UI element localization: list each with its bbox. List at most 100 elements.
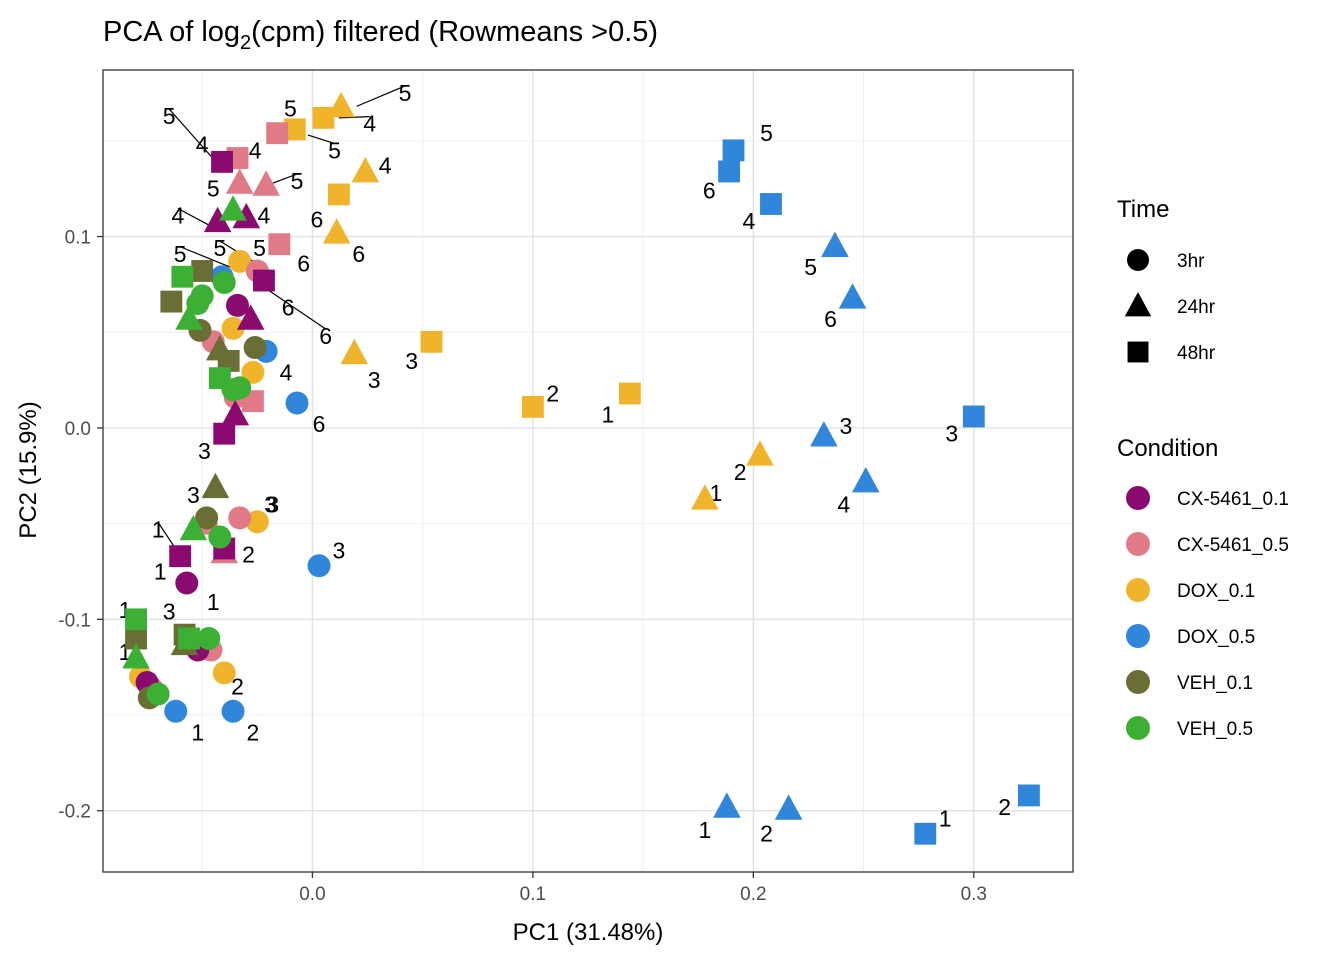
point-label: 3 <box>187 482 200 508</box>
data-point-dox-0-5-48hr <box>722 139 745 162</box>
point-label: 6 <box>824 306 837 332</box>
legend-condition-label: VEH_0.5 <box>1177 719 1253 740</box>
point-label: 4 <box>249 137 262 163</box>
data-point-dox-0-5-48hr <box>760 193 782 215</box>
data-point-cx-5461-0-1-48hr <box>253 269 275 292</box>
chart-title-subscript: 2 <box>240 32 251 54</box>
legend-time-label: 24hr <box>1177 297 1216 318</box>
data-point-cx-5461-0-1-24hr <box>203 206 232 233</box>
data-point-dox-0-1-3hr <box>241 360 265 384</box>
data-point-veh-0-1-3hr <box>243 336 267 360</box>
point-label: 5 <box>328 137 341 163</box>
data-point-cx-5461-0-1-24hr <box>236 304 265 330</box>
point-label: 1 <box>601 402 614 428</box>
point-label: 2 <box>242 541 255 567</box>
point-label: 3 <box>198 438 211 464</box>
data-point-dox-0-5-48hr <box>718 160 741 183</box>
data-point-dox-0-1-48hr <box>420 330 443 353</box>
data-point-dox-0-5-48hr <box>962 405 985 428</box>
data-point-dox-0-1-24hr <box>322 218 351 244</box>
point-label: 5 <box>804 254 817 280</box>
data-point-dox-0-5-24hr <box>810 421 838 447</box>
point-label: 4 <box>743 208 756 234</box>
point-label: 6 <box>319 323 332 349</box>
legend-condition-title: Condition <box>1117 435 1218 462</box>
legend-key-veh-0-5 <box>1126 716 1150 740</box>
y-tick-label: 0.0 <box>65 419 91 440</box>
point-label: 5 <box>213 235 226 261</box>
data-point-veh-0-1-48hr <box>160 290 183 313</box>
point-label: 4 <box>363 111 376 137</box>
point-label: 6 <box>703 178 716 204</box>
point-label: 1 <box>207 589 220 615</box>
point-label: 2 <box>247 719 260 745</box>
data-point-veh-0-5-3hr <box>146 682 170 706</box>
x-axis-title: PC1 (31.48%) <box>513 919 664 946</box>
point-label: 1 <box>698 817 711 843</box>
data-point-dox-0-1-3hr <box>228 249 252 273</box>
legend-time-label: 3hr <box>1177 251 1205 272</box>
data-point-cx-5461-0-5-3hr <box>228 506 252 530</box>
data-point-cx-5461-0-1-24hr <box>221 400 250 426</box>
data-point-veh-0-5-48hr <box>125 608 147 631</box>
label-leader-line <box>356 85 406 107</box>
point-label: 5 <box>163 103 176 129</box>
point-label: 3 <box>163 599 176 625</box>
label-leader-line <box>307 134 335 144</box>
data-point-dox-0-1-48hr <box>618 382 641 405</box>
data-point-dox-0-5-3hr <box>221 699 245 723</box>
data-point-dox-0-5-24hr <box>851 467 880 493</box>
data-point-cx-5461-0-5-24hr <box>252 170 280 196</box>
point-label: 4 <box>837 491 850 517</box>
point-label: 3 <box>266 491 279 517</box>
point-label: 2 <box>546 380 559 406</box>
legend-condition-label: CX-5461_0.5 <box>1177 535 1289 556</box>
data-point-dox-0-5-3hr <box>307 554 331 578</box>
point-label: 3 <box>332 537 345 563</box>
data-point-dox-0-1-48hr <box>521 395 544 418</box>
data-point-dox-0-5-3hr <box>164 699 188 723</box>
data-point-cx-5461-0-1-48hr <box>213 422 236 445</box>
data-point-veh-0-1-24hr <box>201 472 230 499</box>
data-point-cx-5461-0-1-24hr <box>232 202 261 229</box>
data-point-cx-5461-0-1-48hr <box>169 545 192 568</box>
point-label: 3 <box>945 421 958 447</box>
data-point-veh-0-1-3hr <box>195 506 219 530</box>
data-point-dox-0-1-3hr <box>245 510 269 534</box>
data-point-veh-0-5-3hr <box>186 292 210 316</box>
legend-key-veh-0-1 <box>1126 670 1150 694</box>
legend-key-cx-5461-0-1 <box>1126 486 1150 510</box>
data-point-veh-0-5-24hr <box>219 195 247 221</box>
data-point-veh-0-5-3hr <box>212 270 236 294</box>
chart-title-main: PCA of log <box>103 16 240 48</box>
data-point-cx-5461-0-1-3hr <box>175 571 199 595</box>
chart-title: PCA of log2(cpm) filtered (Rowmeans >0.5… <box>103 16 658 54</box>
point-label: 5 <box>174 241 187 267</box>
data-point-veh-0-5-24hr <box>122 643 150 669</box>
data-point-veh-0-5-3hr <box>221 378 245 402</box>
data-point-dox-0-1-24hr <box>746 440 774 466</box>
point-label: 5 <box>399 80 412 106</box>
point-label: 5 <box>284 95 297 121</box>
point-label: 4 <box>379 153 392 179</box>
data-point-cx-5461-0-5-48hr <box>268 233 291 256</box>
point-label: 6 <box>313 411 326 437</box>
data-point-dox-0-5-24hr <box>838 283 867 309</box>
chart-title-rest: (cpm) filtered (Rowmeans >0.5) <box>251 16 658 48</box>
data-point-dox-0-5-24hr <box>821 231 849 257</box>
axis-ticks: 0.0 0.1 0.2 0.3 -0.2 -0.1 0.0 0.1 <box>58 228 987 905</box>
legend-condition-label: DOX_0.5 <box>1177 627 1255 648</box>
y-axis-title: PC2 (15.9%) <box>15 401 42 538</box>
legend-time-items: 3hr 24hr 48hr <box>1124 249 1216 364</box>
point-label: 1 <box>191 719 204 745</box>
point-label: 6 <box>352 241 365 267</box>
point-label: 3 <box>840 413 853 439</box>
legend-key-48hr <box>1127 341 1149 363</box>
legend-condition-items: CX-5461_0.1 CX-5461_0.5 DOX_0.1 DOX_0.5 VEH_… <box>1126 486 1289 740</box>
point-label: 6 <box>297 250 310 276</box>
data-point-cx-5461-0-5-24hr <box>225 168 254 194</box>
data-point-veh-0-5-3hr <box>197 626 221 650</box>
